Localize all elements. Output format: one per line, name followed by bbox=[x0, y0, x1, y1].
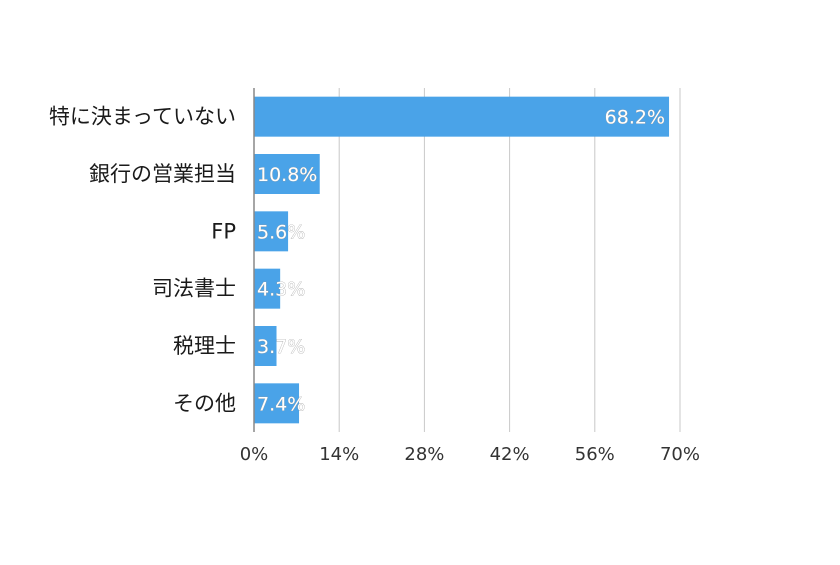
data-label-1: 10.8% bbox=[257, 164, 317, 186]
x-tick-label-4: 56% bbox=[575, 444, 615, 465]
gridlines bbox=[338, 88, 681, 432]
tick-labels: 0% 14% 28% 42% 56% 70% bbox=[240, 444, 700, 465]
category-label-1: 銀行の営業担当 bbox=[89, 162, 236, 186]
data-label-2: 5.6% bbox=[257, 221, 305, 243]
data-label-0: 68.2% bbox=[605, 107, 665, 129]
bar-3 bbox=[254, 268, 281, 309]
bar-4 bbox=[254, 326, 277, 366]
x-tick-label-5: 70% bbox=[660, 444, 700, 465]
x-tick-label-2: 28% bbox=[404, 444, 444, 465]
category-label-3: 司法書士 bbox=[152, 277, 236, 301]
bars-group bbox=[254, 96, 670, 424]
bar-2 bbox=[254, 211, 289, 252]
bar-1 bbox=[254, 154, 320, 194]
category-label-5: その他 bbox=[173, 391, 236, 415]
bar-0 bbox=[254, 96, 670, 137]
x-tick-label-1: 14% bbox=[319, 444, 359, 465]
category-label-2: FP bbox=[211, 219, 236, 243]
category-label-0: 特に決まっていない bbox=[49, 105, 236, 129]
x-tick-label-3: 42% bbox=[490, 444, 530, 465]
category-label-4: 税理士 bbox=[173, 334, 236, 358]
data-labels: 68.2% 10.8% 5.6% 4.3% 3.7% 7.4% bbox=[257, 106, 666, 415]
data-label-4: 3.7% bbox=[257, 336, 305, 358]
bar-5 bbox=[254, 383, 300, 424]
x-tick-label-0: 0% bbox=[240, 444, 269, 465]
data-label-5: 7.4% bbox=[257, 393, 305, 415]
data-label-3: 4.3% bbox=[257, 279, 305, 301]
